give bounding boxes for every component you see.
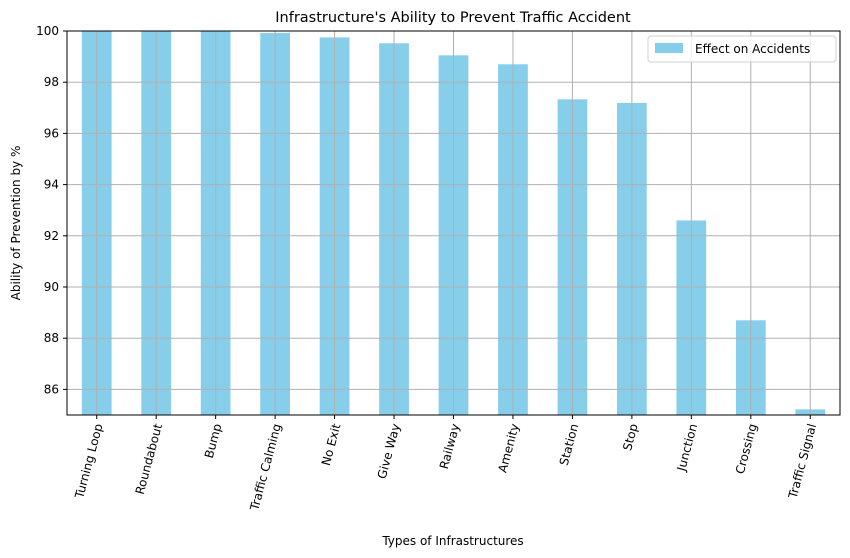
x-tick-label: Turning Loop — [72, 422, 106, 501]
x-tick-label: Crossing — [733, 422, 760, 475]
legend-box — [647, 35, 837, 63]
x-tick-label: Bump — [202, 422, 225, 460]
y-tick-label: 100 — [36, 24, 59, 38]
y-tick-label: 98 — [44, 75, 59, 89]
y-tick-label: 96 — [44, 126, 59, 140]
x-tick-label: Give Way — [375, 422, 403, 480]
x-tick-label: Roundabout — [133, 422, 165, 496]
legend-swatch — [655, 43, 683, 53]
x-tick-label: Traffic Signal — [786, 422, 820, 501]
grid-layer — [67, 30, 840, 415]
chart-title: Infrastructure's Ability to Prevent Traf… — [275, 10, 631, 26]
x-tick-label: Station — [557, 422, 582, 467]
x-axis-label: Types of Infrastructures — [381, 534, 523, 548]
y-tick-label: 92 — [44, 229, 59, 243]
x-tick-label: Traffic Calming — [247, 422, 284, 513]
x-tick-label: Railway — [437, 422, 463, 470]
x-tick-label: No Exit — [319, 422, 344, 467]
legend-entry-label: Effect on Accidents — [695, 42, 810, 56]
x-tick-label: Junction — [674, 422, 700, 473]
x-tick-label: Stop — [620, 422, 641, 452]
x-tick-label: Amenity — [495, 422, 521, 474]
y-tick-label: 94 — [44, 178, 59, 192]
y-tick-label: 86 — [44, 382, 59, 396]
y-axis-label: Ability of Prevention by % — [9, 146, 23, 301]
legend: Effect on Accidents — [647, 35, 837, 63]
y-tick-label: 90 — [44, 280, 59, 294]
y-tick-label: 88 — [44, 331, 59, 345]
